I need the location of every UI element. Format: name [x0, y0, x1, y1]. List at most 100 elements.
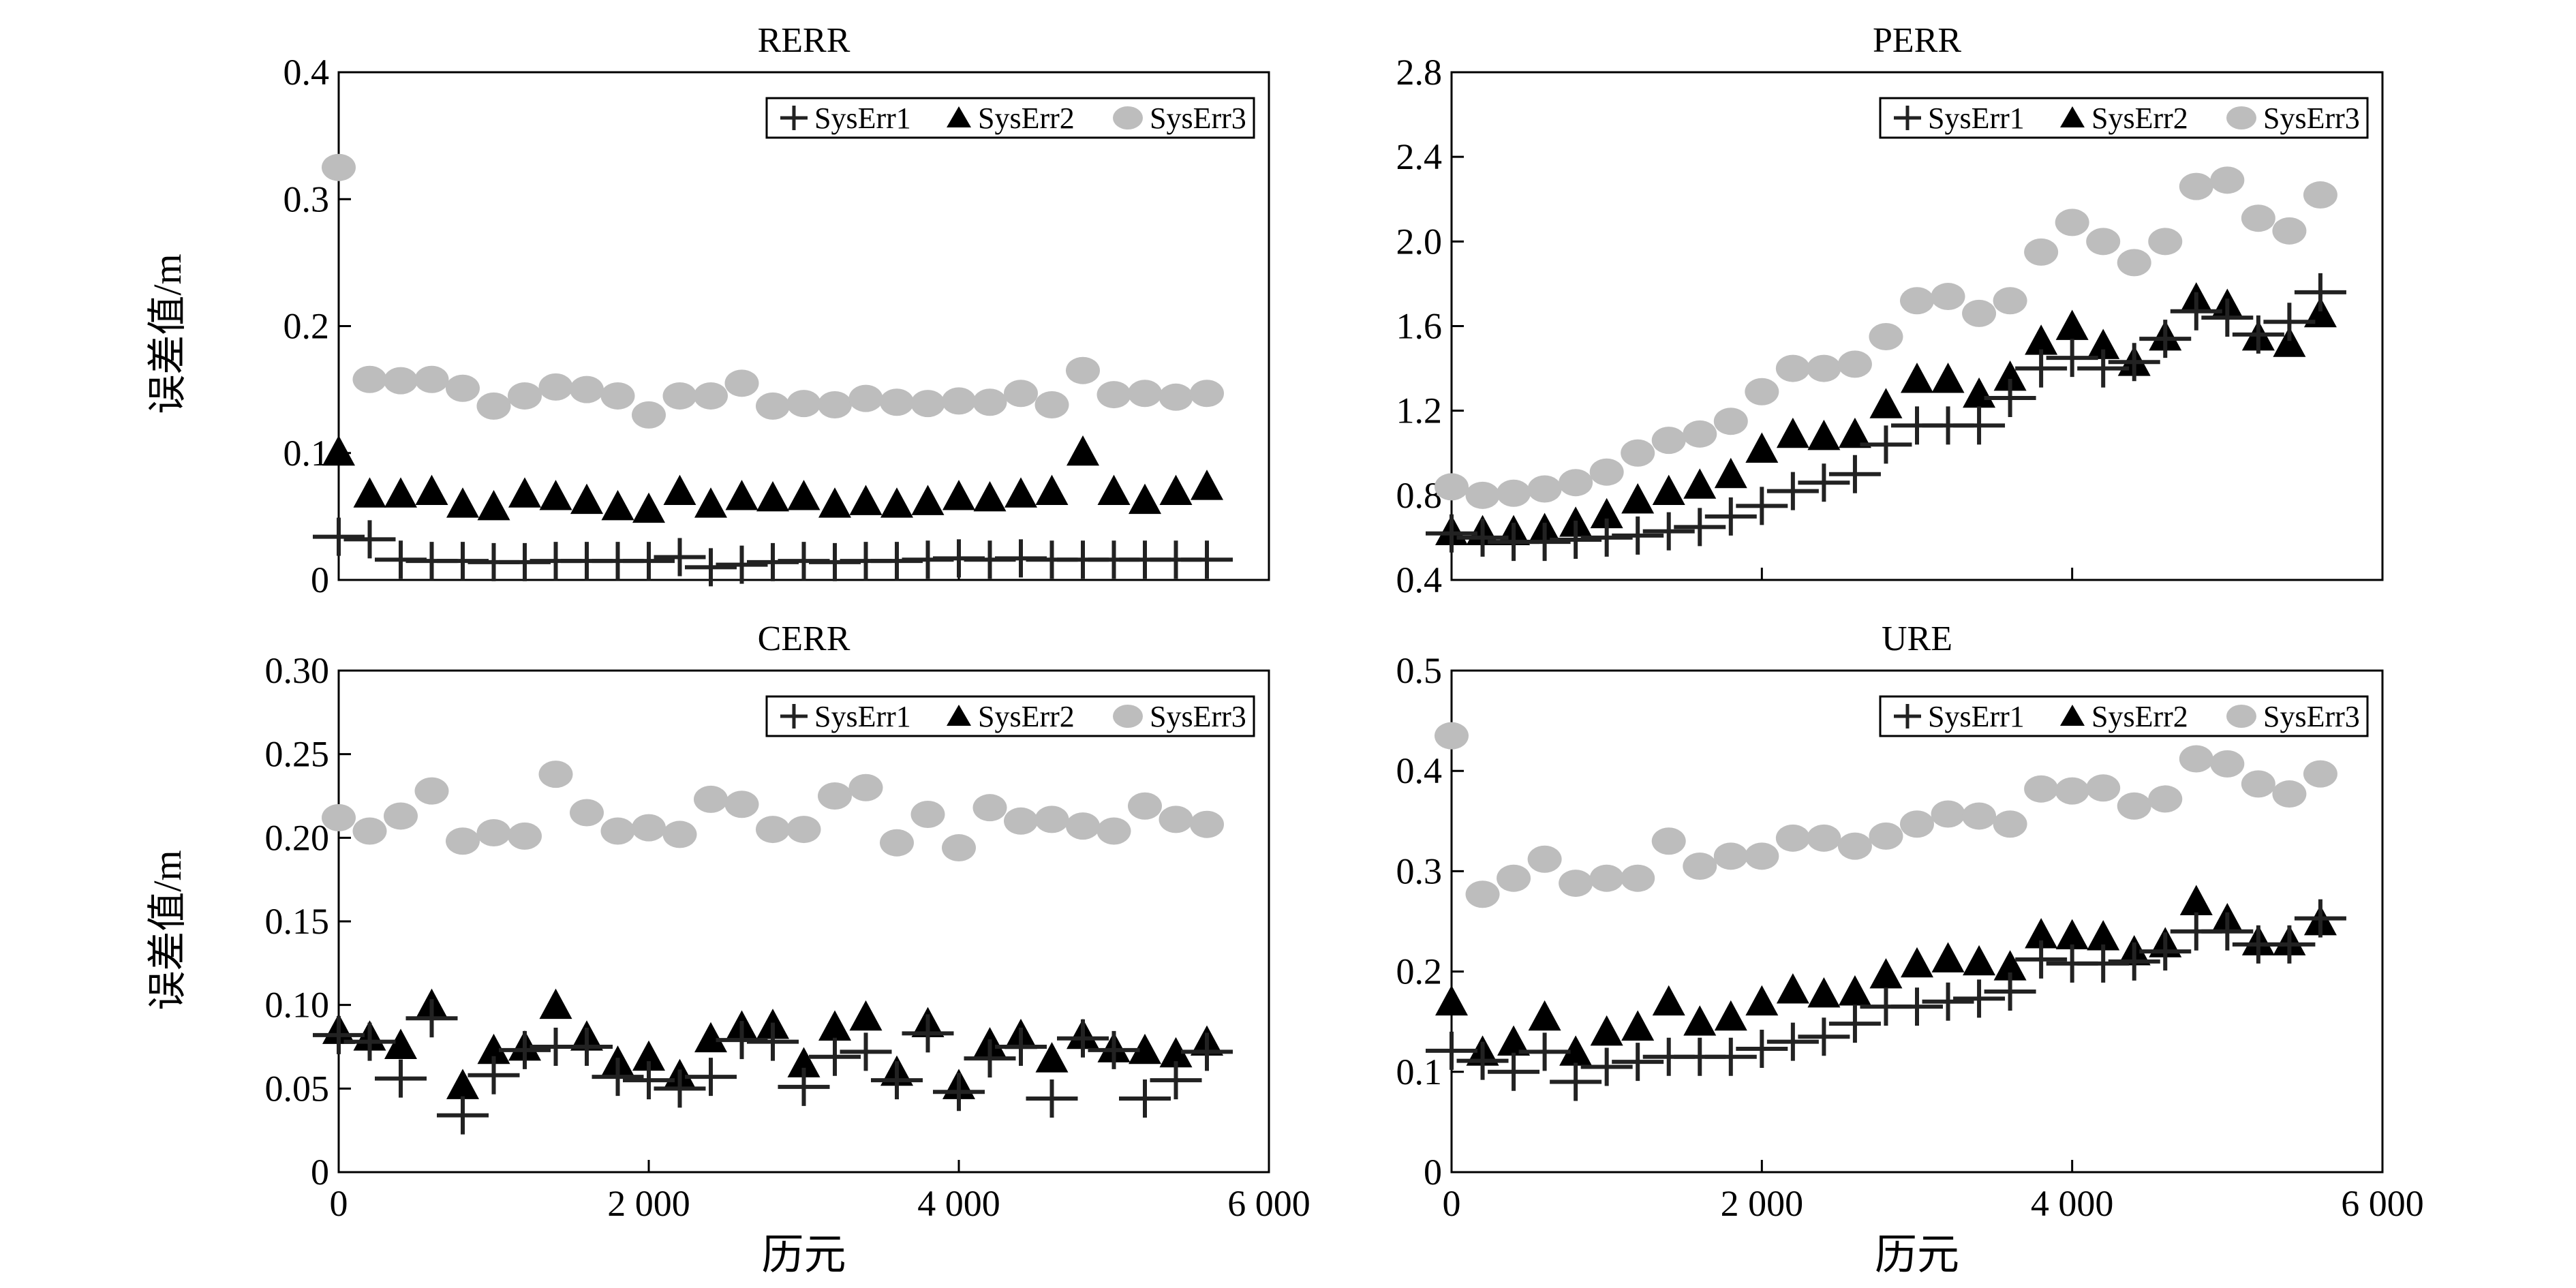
point-syserr1: [1828, 1005, 1881, 1043]
series-syserr1: [1426, 273, 2346, 562]
legend: SysErr1 SysErr2 SysErr3: [1879, 97, 2369, 139]
point-syserr2: [1683, 1005, 1717, 1036]
point-syserr3: [2148, 228, 2183, 256]
point-syserr1: [1766, 1022, 1819, 1061]
point-syserr2: [539, 988, 572, 1019]
point-syserr3: [1837, 350, 1872, 378]
point-syserr2: [1838, 975, 1871, 1006]
point-syserr3: [446, 827, 480, 855]
point-syserr1: [499, 1030, 551, 1069]
point-syserr3: [1745, 842, 1779, 870]
point-syserr1: [2046, 339, 2098, 378]
point-syserr2: [570, 483, 603, 515]
point-syserr1: [1456, 518, 1509, 557]
point-syserr3: [2086, 228, 2121, 256]
point-syserr1: [1984, 972, 2036, 1011]
point-syserr3: [508, 822, 542, 850]
plot-frame: [1450, 669, 2384, 1174]
point-syserr3: [724, 791, 759, 818]
point-syserr2: [1931, 942, 1965, 972]
point-syserr2: [880, 487, 913, 518]
point-syserr2: [632, 1040, 665, 1071]
point-syserr3: [1034, 390, 1069, 418]
chart-title: CERR: [758, 619, 850, 658]
point-syserr3: [1683, 420, 1717, 448]
point-syserr1: [1181, 1032, 1233, 1071]
point-syserr1: [1642, 512, 1695, 551]
point-syserr3: [662, 821, 697, 848]
point-syserr1: [1550, 1062, 1602, 1101]
y-tick-label: 0.4: [1396, 559, 1443, 600]
ylabel-bottom: 误差值/m: [145, 850, 189, 1010]
point-syserr1: [1984, 379, 2036, 418]
point-syserr3: [476, 818, 511, 846]
point-syserr3: [1159, 806, 1193, 833]
point-syserr3: [352, 365, 387, 393]
point-syserr3: [2024, 775, 2059, 803]
point-syserr3: [600, 817, 635, 845]
point-syserr2: [1993, 950, 2027, 981]
point-syserr3: [508, 382, 542, 410]
point-syserr2: [1590, 1015, 1623, 1046]
legend-label: SysErr1: [1928, 102, 2025, 135]
y-tick-label: 1.6: [1396, 306, 1443, 347]
point-syserr2: [2055, 919, 2089, 950]
point-syserr3: [910, 390, 945, 418]
series-syserr2: [1435, 885, 2337, 1066]
point-syserr3: [570, 799, 604, 827]
legend-label: SysErr2: [978, 700, 1075, 733]
x-axis-label: 历元: [1875, 1232, 1959, 1278]
point-syserr2: [849, 1000, 883, 1031]
point-syserr3: [942, 387, 976, 415]
point-syserr2: [477, 489, 510, 521]
point-syserr3: [1651, 827, 1686, 855]
point-syserr1: [313, 1015, 365, 1054]
series-syserr1: [313, 999, 1233, 1135]
point-syserr3: [2303, 181, 2337, 209]
y-tick-label: 0.4: [283, 52, 330, 93]
point-syserr1: [592, 1058, 644, 1097]
point-syserr3: [2148, 785, 2183, 813]
point-syserr1: [654, 538, 706, 577]
point-syserr3: [1435, 473, 1469, 501]
legend-marker-sys1: [780, 106, 808, 130]
point-syserr3: [570, 375, 604, 403]
legend-box: [1879, 97, 2369, 139]
legend-label: SysErr1: [814, 102, 911, 135]
point-syserr3: [1837, 832, 1872, 860]
point-syserr2: [2055, 309, 2089, 340]
point-syserr3: [1435, 722, 1469, 750]
point-syserr1: [2201, 912, 2254, 951]
x-tick-label: 4 000: [917, 1183, 1000, 1224]
point-syserr2: [1590, 497, 1623, 529]
point-syserr1: [685, 1058, 737, 1097]
point-syserr2: [1683, 468, 1717, 499]
point-syserr2: [973, 480, 1007, 512]
point-syserr1: [437, 1096, 489, 1135]
point-syserr3: [2272, 217, 2307, 245]
point-syserr3: [1465, 880, 1500, 908]
legend-label: SysErr3: [1150, 102, 1246, 135]
y-tick-label: 2.8: [1396, 52, 1443, 93]
point-syserr3: [1713, 408, 1748, 435]
point-syserr3: [1807, 354, 1841, 382]
point-syserr1: [313, 517, 365, 556]
legend-box: [765, 695, 1255, 737]
point-syserr3: [848, 384, 883, 412]
point-syserr2: [849, 485, 883, 515]
point-syserr2: [1869, 958, 1903, 989]
point-syserr3: [414, 365, 449, 393]
point-syserr2: [1745, 432, 1779, 463]
point-syserr3: [1190, 380, 1224, 408]
point-syserr1: [1057, 1019, 1109, 1058]
x-tick-label: 0: [330, 1183, 348, 1224]
legend-label: SysErr2: [2091, 700, 2188, 733]
point-syserr1: [2108, 343, 2160, 382]
point-syserr3: [1497, 479, 1531, 507]
legend-label: SysErr2: [978, 102, 1075, 135]
point-syserr1: [2201, 298, 2254, 337]
point-syserr3: [384, 367, 418, 395]
point-syserr2: [632, 492, 665, 523]
point-syserr2: [2273, 326, 2306, 357]
